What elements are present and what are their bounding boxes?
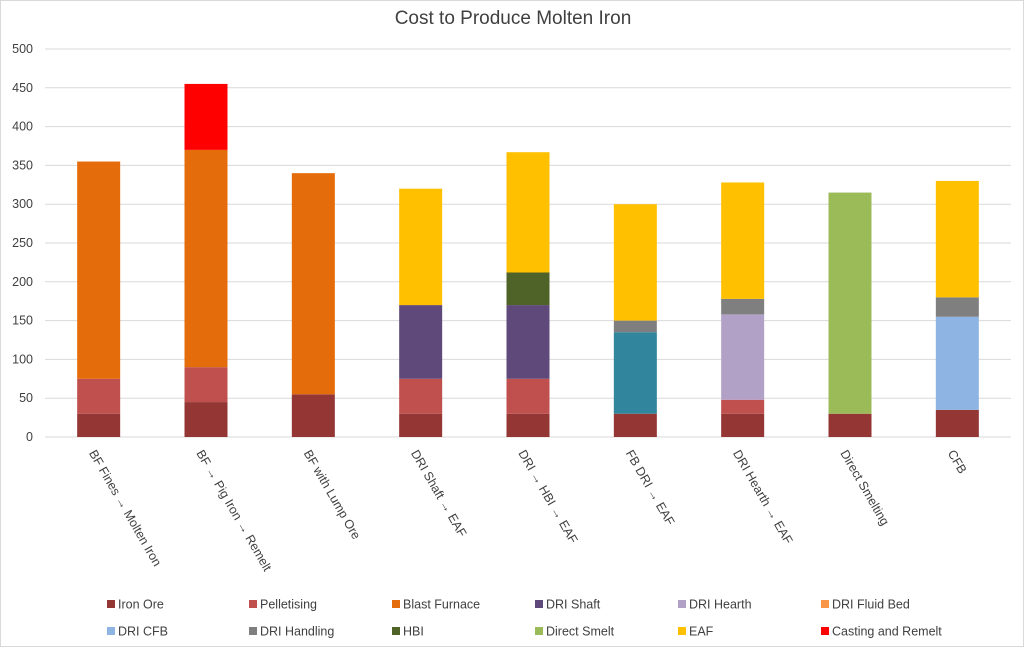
bar-segment	[613, 413, 657, 437]
bar-segment	[828, 192, 872, 414]
bar-segment	[184, 367, 228, 403]
legend-swatch	[678, 627, 686, 635]
legend-label: Iron Ore	[118, 598, 164, 612]
bar-segment	[77, 161, 121, 379]
legend-label: Direct Smelt	[546, 625, 615, 639]
chart-title: Cost to Produce Molten Iron	[395, 8, 632, 29]
x-tick-label: DRI Hearth → EAF	[730, 448, 795, 547]
legend-label: DRI Handling	[260, 625, 334, 639]
bar-segment	[721, 298, 765, 315]
y-tick-label: 450	[12, 81, 33, 95]
legend-label: DRI Fluid Bed	[832, 598, 910, 612]
y-tick-label: 50	[19, 391, 33, 405]
legend-swatch	[535, 600, 543, 608]
legend-swatch	[249, 627, 257, 635]
bar-segment	[77, 378, 121, 414]
x-tick-label: DRI Shaft → EAF	[408, 448, 469, 540]
bar-segment	[184, 83, 228, 150]
x-tick-label: CFB	[945, 448, 970, 477]
legend-label: DRI Hearth	[689, 598, 752, 612]
bar-segment	[935, 316, 979, 410]
legend-swatch	[821, 627, 829, 635]
y-tick-label: 250	[12, 236, 33, 250]
bar-segment	[184, 149, 228, 368]
bar-segment	[506, 413, 550, 437]
legend-swatch	[392, 627, 400, 635]
legend-label: Pelletising	[260, 598, 317, 612]
bar-segment	[506, 152, 550, 273]
x-tick-label: BF → Pig Iron → Remelt	[193, 448, 274, 575]
y-tick-label: 500	[12, 42, 33, 56]
legend-swatch	[678, 600, 686, 608]
bar-segment	[399, 305, 443, 379]
bar-segment	[721, 182, 765, 299]
bar-segment	[613, 320, 657, 333]
y-tick-label: 100	[12, 352, 33, 366]
bar-segment	[506, 305, 550, 379]
legend-label: DRI Shaft	[546, 598, 601, 612]
legend-label: Blast Furnace	[403, 598, 480, 612]
legend-label: EAF	[689, 625, 714, 639]
legend: Iron Ore Pelletising Blast Furnace DRI Shaf…	[107, 598, 942, 639]
x-tick-label: BF with Lump Ore	[301, 448, 364, 542]
y-tick-label: 0	[26, 430, 33, 444]
y-tick-label: 200	[12, 275, 33, 289]
bar-segment	[291, 173, 335, 395]
y-axis-ticks: 0 50 100 150 200 250 300 350 400 450 500	[12, 42, 33, 444]
legend-swatch	[821, 600, 829, 608]
y-tick-label: 350	[12, 158, 33, 172]
bar-segment	[613, 204, 657, 321]
legend-swatch	[392, 600, 400, 608]
x-tick-label: FB DRI → EAF	[623, 448, 678, 529]
bar-segment	[77, 413, 121, 437]
bar-segment	[184, 402, 228, 437]
bar-segment	[935, 409, 979, 437]
bar-segment	[399, 413, 443, 437]
bar-segment	[721, 314, 765, 400]
y-tick-label: 300	[12, 197, 33, 211]
bar-segment	[399, 188, 443, 306]
bar-segment	[291, 394, 335, 437]
bar-segment	[935, 297, 979, 317]
bar-segment	[506, 272, 550, 306]
bar-segment	[721, 413, 765, 437]
x-tick-label: BF Fines → Molten Iron	[86, 448, 164, 569]
bar-segment	[828, 413, 872, 437]
legend-swatch	[535, 627, 543, 635]
bar-segment	[613, 332, 657, 414]
legend-label: DRI CFB	[118, 625, 168, 639]
y-tick-label: 400	[12, 120, 33, 134]
bar-segment	[399, 378, 443, 414]
y-tick-label: 150	[12, 314, 33, 328]
legend-swatch	[107, 600, 115, 608]
bars	[77, 83, 979, 437]
legend-label: HBI	[403, 625, 424, 639]
bar-segment	[721, 399, 765, 414]
legend-swatch	[249, 600, 257, 608]
bar-segment	[935, 180, 979, 298]
bar-segment	[506, 378, 550, 414]
x-axis-ticks: BF Fines → Molten Iron BF → Pig Iron → Re…	[86, 448, 969, 575]
legend-swatch	[107, 627, 115, 635]
legend-label: Casting and Remelt	[832, 625, 942, 639]
x-tick-label: DRI → HBI → EAF	[515, 448, 580, 547]
x-tick-label: Direct Smelting	[837, 448, 892, 528]
